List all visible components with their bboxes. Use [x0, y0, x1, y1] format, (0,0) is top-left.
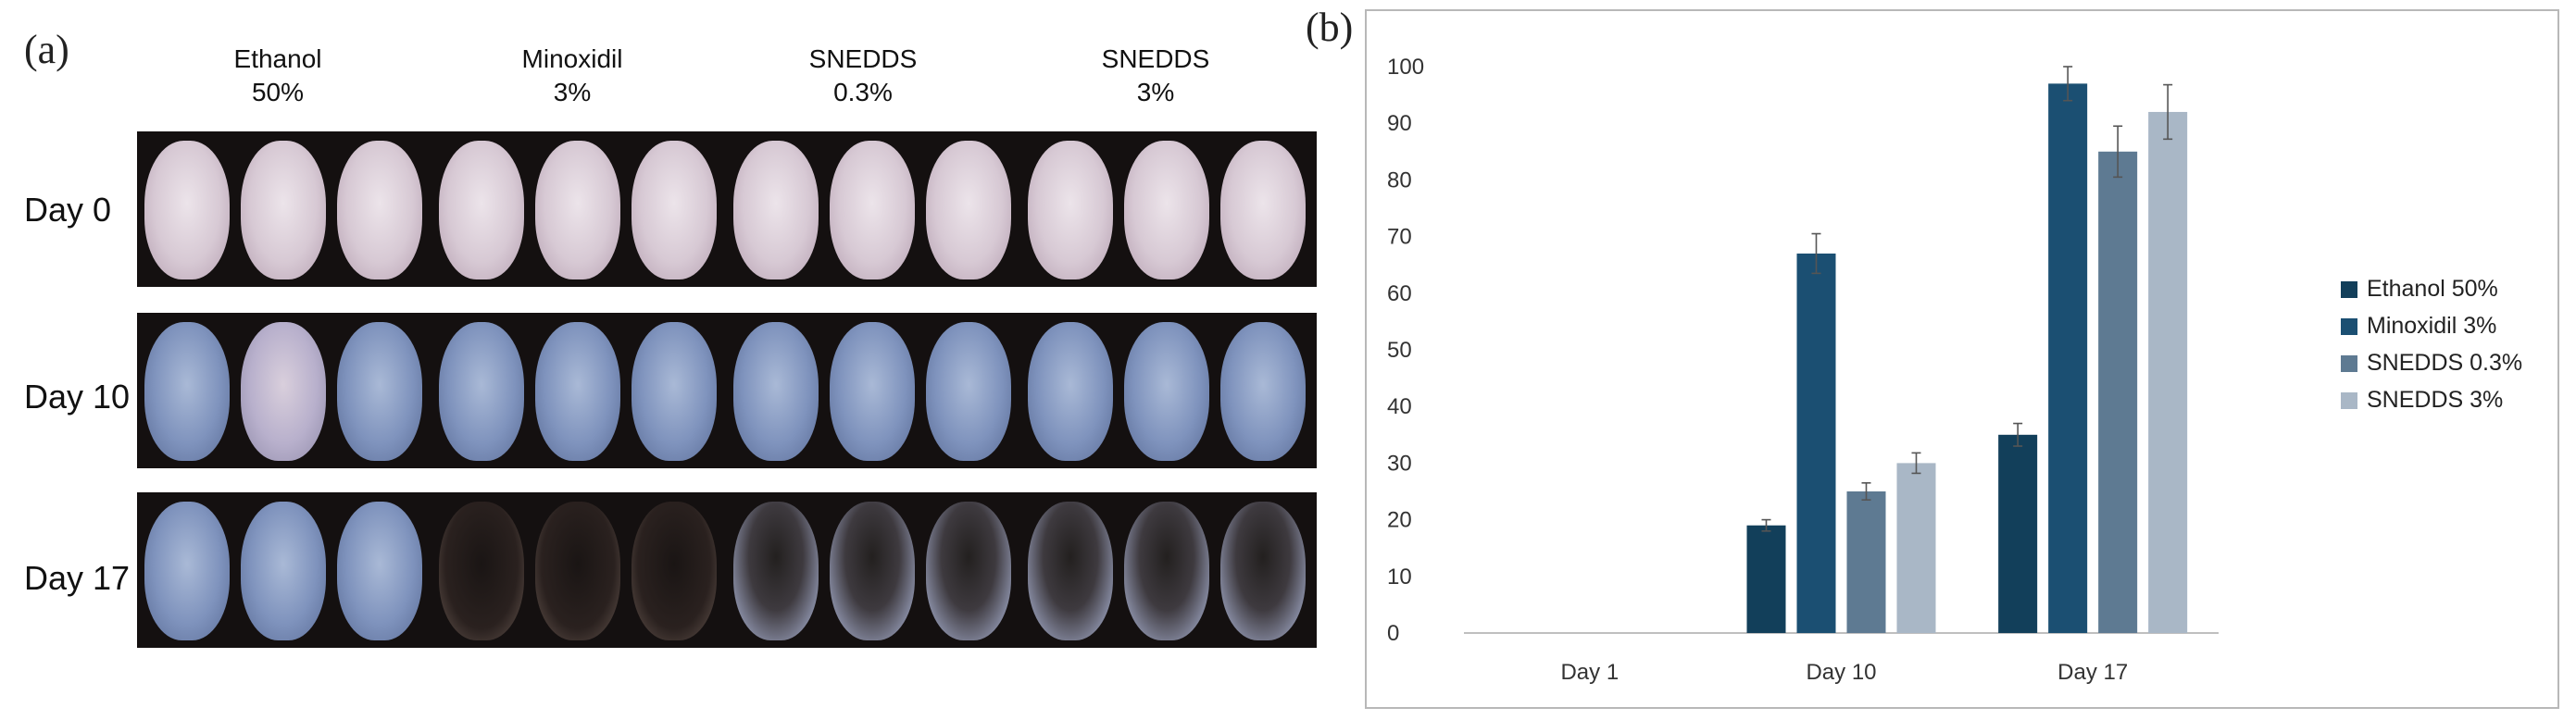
photo-ethanol-day-17 [137, 492, 433, 648]
y-tick-label: 10 [1387, 565, 1412, 590]
legend-label: SNEDDS 3% [2367, 387, 2503, 413]
y-tick-label: 90 [1387, 111, 1412, 136]
panel-b-label: (b) [1306, 5, 1354, 50]
panel-a-label: (a) [24, 27, 69, 72]
photo-snedds-3-day-10 [1020, 313, 1317, 468]
y-tick-label: 60 [1387, 281, 1412, 306]
y-tick-label: 20 [1387, 508, 1412, 533]
photo-minoxidil-day-17 [431, 492, 728, 648]
legend-label: Minoxidil 3% [2367, 313, 2496, 339]
column-header-line: 0.3% [833, 78, 893, 106]
y-tick-label: 50 [1387, 338, 1412, 363]
y-tick-label: 30 [1387, 451, 1412, 476]
bar-chart-svg: 0 10 20 30 40 50 60 70 80 90 100 Day 1 Day 10 Day 17 E… [1387, 55, 2522, 685]
x-tick-label: Day 10 [1806, 660, 1876, 685]
column-header-line: Ethanol [233, 44, 322, 73]
legend-swatch [2341, 318, 2357, 335]
column-header-line: 50% [251, 78, 305, 106]
photo-minoxidil-day-10 [431, 313, 728, 468]
legend-label: SNEDDS 0.3% [2367, 350, 2522, 376]
legend-swatch [2341, 392, 2357, 409]
legend-swatch [2341, 355, 2357, 372]
row-label-day-17: Day 17 [24, 559, 131, 597]
photo-ethanol-day-10 [137, 313, 433, 468]
column-header-minoxidil: Minoxidil 3% [424, 43, 720, 109]
legend-label: Ethanol 50% [2367, 276, 2498, 302]
bar [1746, 525, 1786, 633]
column-header-line: 3% [553, 78, 592, 106]
x-tick-label: Day 1 [1560, 660, 1619, 685]
column-header-line: SNEDDS [1101, 44, 1210, 73]
bar [2098, 151, 2138, 634]
photo-snedds-3-day-0 [1020, 131, 1317, 287]
column-header-snedds-03: SNEDDS 0.3% [715, 43, 1011, 109]
photo-snedds-03-day-17 [726, 492, 1022, 648]
bar [2048, 83, 2088, 634]
y-tick-label: 80 [1387, 168, 1412, 192]
bar [1998, 434, 2038, 633]
bar [1896, 463, 1936, 633]
photo-ethanol-day-0 [137, 131, 433, 287]
column-header-line: SNEDDS [808, 44, 918, 73]
x-tick-label: Day 17 [2057, 660, 2128, 685]
row-label-day-0: Day 0 [24, 191, 112, 229]
y-tick-label: 100 [1387, 55, 1424, 80]
column-header-line: Minoxidil [521, 44, 623, 73]
column-header-snedds-3: SNEDDS 3% [1007, 43, 1304, 109]
y-tick-label: 70 [1387, 225, 1412, 250]
photo-panel: (a) Ethanol 50% Minoxidil 3% SNEDDS 0.3%… [24, 27, 1317, 648]
photo-snedds-3-day-17 [1020, 492, 1317, 648]
row-label-day-10: Day 10 [24, 378, 131, 416]
photo-snedds-03-day-0 [726, 131, 1022, 287]
y-tick-label: 0 [1387, 621, 1399, 646]
photo-minoxidil-day-0 [431, 131, 728, 287]
bar [1846, 491, 1886, 633]
y-tick-label: 40 [1387, 394, 1412, 419]
column-header-line: 3% [1136, 78, 1175, 106]
column-header-ethanol: Ethanol 50% [130, 43, 426, 109]
photo-snedds-03-day-10 [726, 313, 1022, 468]
bar [2148, 111, 2188, 633]
bar-chart: 0 10 20 30 40 50 60 70 80 90 100 Day 1 Day 10 Day 17 E… [1365, 9, 2559, 709]
bar [1796, 253, 1836, 633]
legend-swatch [2341, 281, 2357, 298]
